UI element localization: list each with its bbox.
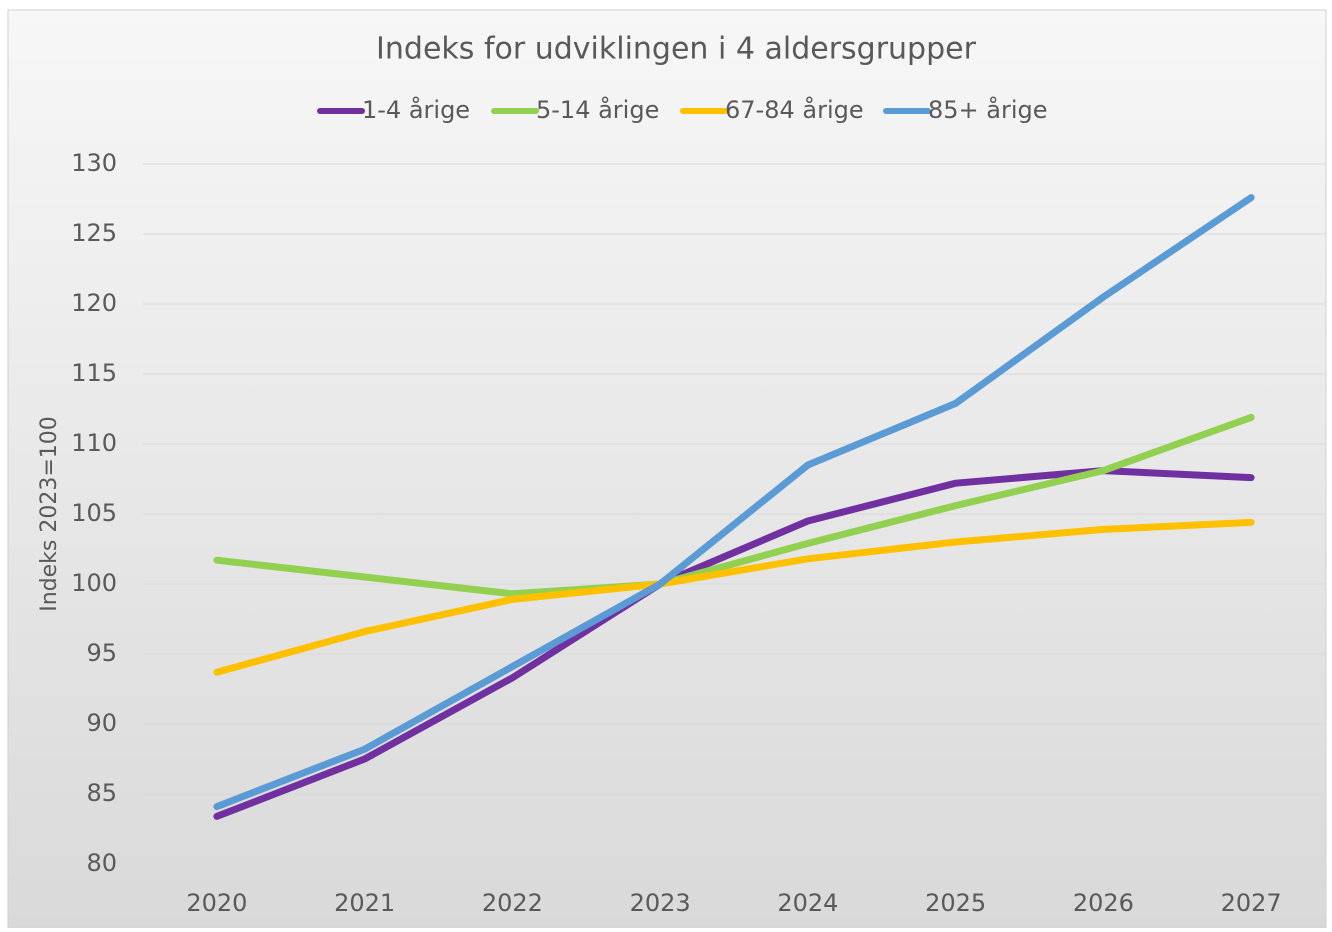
line-series	[213, 194, 1255, 811]
x-tick-label: 2025	[925, 889, 986, 917]
y-tick-label: 125	[71, 219, 117, 247]
y-tick-label: 80	[86, 849, 117, 877]
y-tick-label: 115	[71, 359, 117, 387]
x-tick-label: 2022	[482, 889, 543, 917]
x-tick-label: 2023	[630, 889, 691, 917]
legend-label: 67-84 årige	[725, 95, 864, 124]
line-series	[213, 467, 1255, 820]
x-tick-label: 2027	[1221, 889, 1282, 917]
y-tick-label: 95	[86, 639, 117, 667]
y-tick-label: 85	[86, 779, 117, 807]
x-tick-label: 2021	[334, 889, 395, 917]
y-tick-label: 120	[71, 289, 117, 317]
y-tick-label: 110	[71, 429, 117, 457]
legend-label: 85+ årige	[928, 95, 1048, 124]
y-tick-label: 90	[86, 709, 117, 737]
y-tick-label: 100	[71, 569, 117, 597]
y-tick-label: 105	[71, 499, 117, 527]
legend-label: 1-4 årige	[362, 95, 470, 124]
chart-title: Indeks for udviklingen i 4 aldersgrupper	[376, 32, 977, 67]
x-tick-label: 2026	[1073, 889, 1134, 917]
x-tick-label: 2020	[186, 889, 247, 917]
line-series	[213, 413, 1255, 598]
line-series	[213, 518, 1255, 676]
legend-label: 5-14 årige	[536, 95, 659, 124]
y-axis-label: Indeks 2023=100	[37, 416, 62, 612]
y-tick-label: 130	[71, 149, 117, 177]
x-tick-label: 2024	[777, 889, 838, 917]
